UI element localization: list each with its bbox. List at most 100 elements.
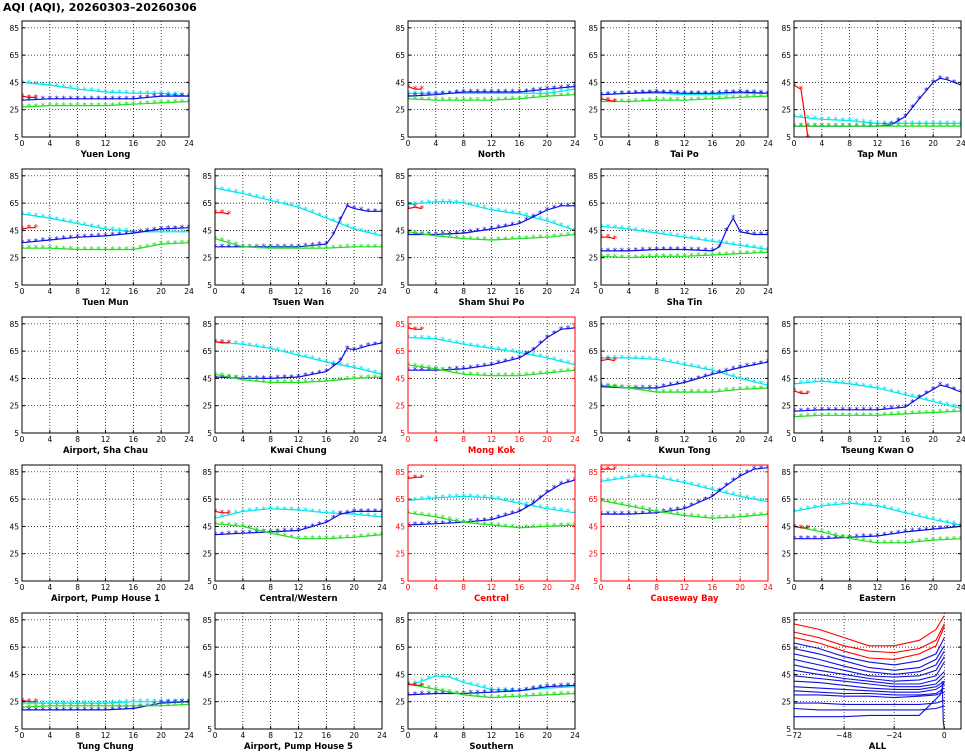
x-tick-label: 8 (461, 435, 466, 444)
x-tick-label: 4 (240, 583, 245, 592)
series-point-green: * (427, 684, 432, 694)
series-point-green: * (641, 253, 646, 263)
series-point-green: * (352, 374, 357, 384)
series-line-green (408, 512, 575, 529)
series-point-cyan: * (75, 220, 80, 230)
series-point-blue: * (406, 231, 411, 241)
x-tick-label: 24 (570, 287, 580, 296)
series-point-blue: * (461, 365, 466, 375)
y-tick-label: 5 (786, 577, 791, 586)
series-point-cyan: * (380, 232, 385, 242)
series-point-cyan: * (75, 699, 80, 709)
series-point-green: * (366, 532, 371, 542)
series-line-red (601, 358, 616, 362)
y-tick-label: 5 (400, 577, 405, 586)
series-point-red: * (413, 681, 418, 691)
series-point-blue: * (489, 361, 494, 371)
series-point-cyan: * (173, 228, 178, 238)
series-point-green: * (34, 102, 39, 112)
series-point-blue: * (703, 495, 708, 505)
series-point-blue: * (331, 514, 336, 524)
series-point-cyan: * (68, 84, 73, 94)
series-point-green: * (187, 98, 192, 108)
series-point-blue: * (573, 83, 578, 93)
series-point-cyan: * (931, 119, 936, 129)
series-point-green: * (813, 412, 818, 422)
series-point-blue: * (338, 215, 343, 225)
x-tick-label: 0 (406, 731, 411, 740)
series-point-cyan: * (647, 473, 652, 483)
series-line-red (408, 206, 423, 210)
series-line-green (215, 523, 382, 540)
series-point-blue: * (792, 535, 797, 545)
series-line-blue (22, 95, 189, 101)
series-point-red: * (806, 524, 811, 534)
y-tick-label: 45 (9, 226, 19, 235)
series-point-green: * (745, 93, 750, 103)
y-tick-label: 25 (588, 550, 598, 559)
x-tick-label: 20 (928, 139, 938, 148)
x-tick-label: 4 (433, 287, 438, 296)
x-tick-label: 12 (680, 287, 690, 296)
series-point-green: * (531, 234, 536, 244)
series-point-cyan: * (131, 698, 136, 708)
series-point-cyan: * (910, 510, 915, 520)
series-point-cyan: * (420, 334, 425, 344)
series-point-blue: * (62, 95, 67, 105)
series-point-cyan: * (752, 495, 757, 505)
page-title: AQI (AQI), 20260303–20260306 (3, 1, 197, 14)
series-point-blue: * (517, 220, 522, 230)
series-point-blue: * (524, 686, 529, 696)
series-point-green: * (875, 539, 880, 549)
series-point-blue: * (89, 706, 94, 716)
series-point-blue: * (613, 383, 618, 393)
series-point-blue: * (634, 510, 639, 520)
series-point-blue: * (606, 383, 611, 393)
series-point-cyan: * (613, 224, 618, 234)
series-point-green: * (503, 693, 508, 703)
series-point-blue: * (682, 89, 687, 99)
y-tick-label: 45 (9, 78, 19, 87)
series-group: ****************************************… (408, 324, 575, 382)
series-point-blue: * (531, 346, 536, 356)
series-point-blue: * (103, 95, 108, 105)
series-point-cyan: * (661, 357, 666, 367)
series-point-cyan: * (710, 486, 715, 496)
series-point-green: * (173, 98, 178, 108)
series-point-blue: * (20, 96, 25, 106)
series-line-blue (794, 675, 945, 688)
series-line-green (22, 242, 189, 251)
series-point-cyan: * (152, 698, 157, 708)
series-point-cyan: * (124, 227, 129, 237)
series-point-cyan: * (461, 679, 466, 689)
series-point-blue: * (896, 117, 901, 127)
series-point-blue: * (55, 235, 60, 245)
y-tick-label: 85 (9, 320, 19, 329)
y-tick-label: 65 (9, 199, 19, 208)
series-point-green: * (34, 244, 39, 254)
series-point-green: * (738, 385, 743, 395)
station-name: Central/Western (259, 594, 337, 604)
series-point-green: * (261, 378, 266, 388)
series-point-green: * (310, 244, 315, 254)
series-point-red: * (413, 85, 418, 95)
series-point-cyan: * (524, 89, 529, 99)
series-point-green: * (427, 512, 432, 522)
series-point-blue: * (166, 92, 171, 102)
series-point-cyan: * (731, 491, 736, 501)
y-tick-label: 5 (207, 281, 212, 290)
series-point-cyan: * (503, 346, 508, 356)
series-point-cyan: * (717, 90, 722, 100)
series-point-green: * (903, 539, 908, 549)
series-point-blue: * (366, 342, 371, 352)
series-point-green: * (234, 241, 239, 251)
series-point-cyan: * (227, 511, 232, 521)
series-point-green: * (559, 232, 564, 242)
series-point-blue: * (799, 407, 804, 417)
series-point-blue: * (310, 522, 315, 532)
series-point-red: * (34, 698, 39, 708)
series-point-green: * (717, 387, 722, 397)
series-point-cyan: * (27, 699, 32, 709)
series-point-blue: * (517, 687, 522, 697)
series-point-blue: * (938, 524, 943, 534)
